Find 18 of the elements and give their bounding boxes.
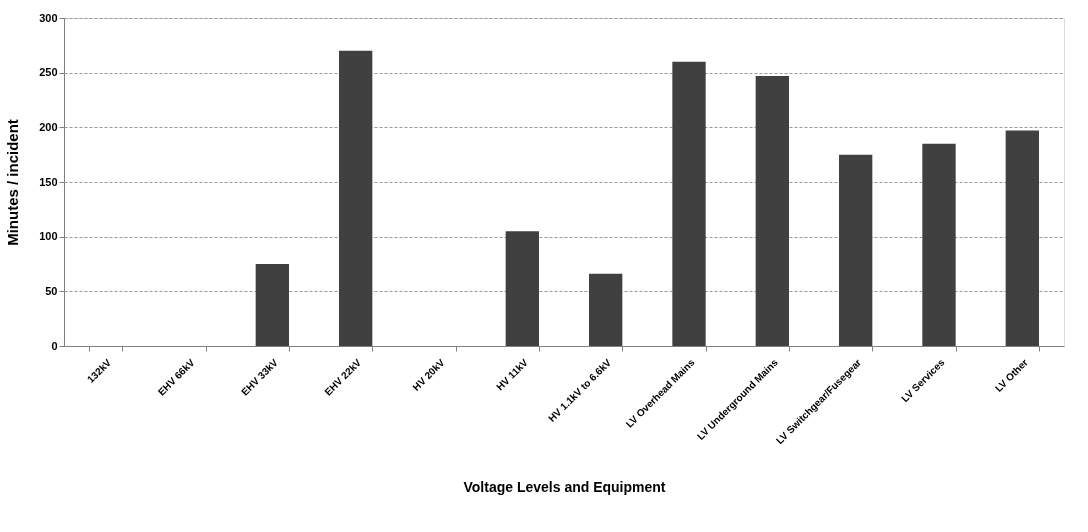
y-tick-label: 150 <box>39 175 58 188</box>
y-tick-label: 50 <box>45 284 58 297</box>
y-tick-label: 0 <box>51 339 58 352</box>
y-tick-label: 300 <box>39 11 58 24</box>
bar <box>255 264 289 346</box>
bar <box>922 143 956 346</box>
y-tick-label: 100 <box>39 230 58 243</box>
y-tick-label: 200 <box>39 120 58 133</box>
bar <box>755 75 789 346</box>
bar <box>672 61 706 346</box>
x-axis-title: Voltage Levels and Equipment <box>463 479 666 496</box>
y-tick-label: 250 <box>39 66 58 79</box>
bar <box>589 273 623 346</box>
bar <box>839 154 873 346</box>
bar <box>505 231 539 346</box>
y-axis-title: Minutes / incident <box>4 119 22 246</box>
bar <box>339 50 373 346</box>
bar <box>1005 130 1039 346</box>
